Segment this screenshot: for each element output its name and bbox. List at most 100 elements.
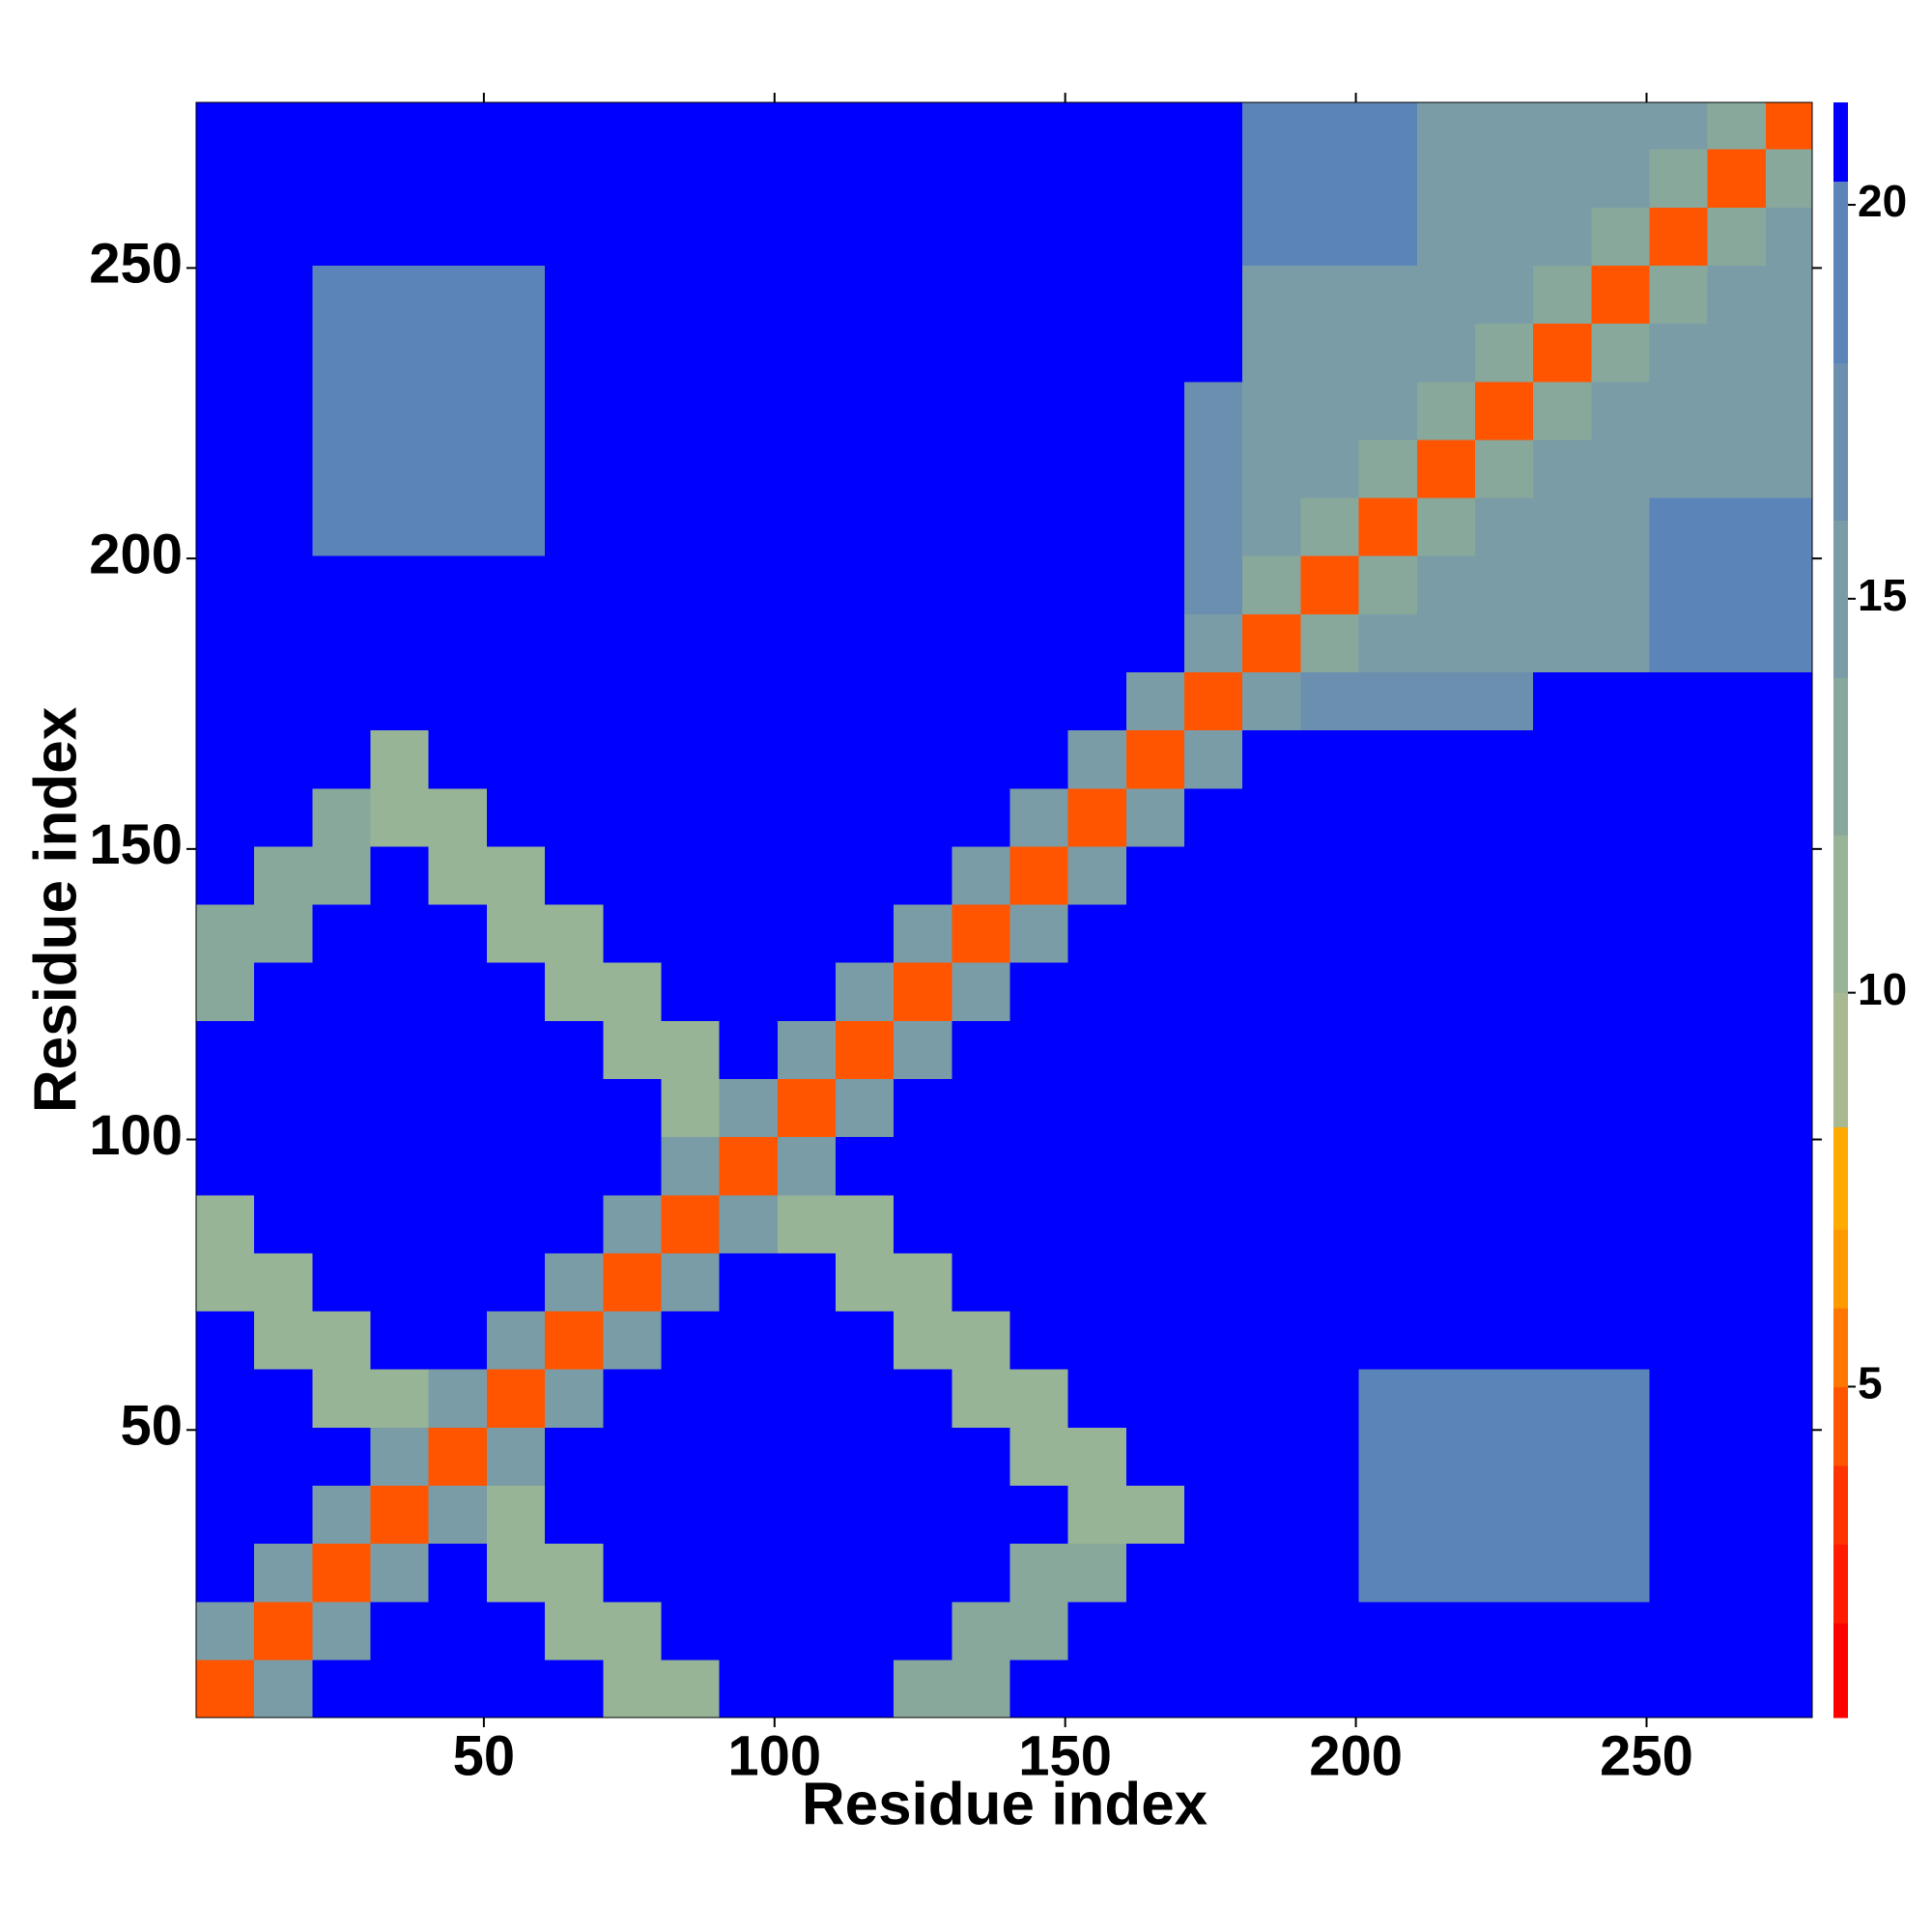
heatmap-cell xyxy=(1765,1310,1813,1370)
heatmap-cell xyxy=(952,207,1011,267)
heatmap-cell xyxy=(603,439,663,498)
heatmap-cell xyxy=(1300,613,1360,673)
heatmap-cell xyxy=(719,613,779,673)
heatmap-cell xyxy=(777,1310,837,1370)
heatmap-cell xyxy=(1649,207,1709,267)
heatmap-cell xyxy=(603,1020,663,1080)
heatmap-cell xyxy=(894,149,952,208)
heatmap-cell xyxy=(1533,1194,1592,1254)
heatmap-cell xyxy=(312,1310,372,1370)
heatmap-cell xyxy=(1125,1485,1185,1545)
heatmap-cell xyxy=(1067,1310,1127,1370)
heatmap-cell xyxy=(1533,1485,1592,1545)
x-tick-label: 50 xyxy=(453,1724,516,1787)
heatmap-cell xyxy=(1707,671,1767,731)
heatmap-cell xyxy=(1067,903,1127,963)
heatmap-cell xyxy=(370,613,430,673)
heatmap-cell xyxy=(254,555,313,614)
heatmap-cell xyxy=(428,265,488,325)
heatmap-cell xyxy=(1533,265,1592,325)
heatmap-cell xyxy=(1591,787,1651,847)
heatmap-cell xyxy=(1591,323,1651,383)
x-tick-label: 250 xyxy=(1600,1724,1693,1787)
heatmap-cell xyxy=(1649,1310,1709,1370)
heatmap-cell xyxy=(603,1369,663,1428)
heatmap-cell xyxy=(661,1369,721,1428)
heatmap-cell xyxy=(777,1252,837,1312)
heatmap-cell xyxy=(196,1601,255,1661)
heatmap-cell xyxy=(1184,1252,1243,1312)
heatmap-cell xyxy=(1067,207,1127,267)
heatmap-cell xyxy=(1765,1543,1813,1603)
heatmap-cell xyxy=(603,555,663,614)
heatmap-cell xyxy=(254,1252,313,1312)
heatmap-cell xyxy=(603,613,663,673)
heatmap-cell xyxy=(1474,1020,1534,1080)
heatmap-cell xyxy=(1125,962,1185,1021)
heatmap-cell xyxy=(952,613,1011,673)
heatmap-cell xyxy=(1125,1427,1185,1487)
heatmap-cell xyxy=(719,149,779,208)
heatmap-cell xyxy=(1300,1310,1360,1370)
heatmap-cell xyxy=(952,671,1011,731)
heatmap-cell xyxy=(1358,729,1418,789)
heatmap-cell xyxy=(428,1659,488,1719)
heatmap-cell xyxy=(196,1427,255,1487)
heatmap-cell xyxy=(1474,207,1534,267)
heatmap-cell xyxy=(486,439,546,498)
heatmap-cell xyxy=(777,1136,837,1196)
heatmap-cell xyxy=(1358,265,1418,325)
heatmap-cell xyxy=(428,1252,488,1312)
heatmap-cell xyxy=(603,1543,663,1603)
heatmap-cell xyxy=(1474,1369,1534,1428)
heatmap-cell xyxy=(835,787,895,847)
heatmap-cell xyxy=(952,1601,1011,1661)
heatmap-cell xyxy=(254,1369,313,1428)
heatmap-cell xyxy=(1474,1659,1534,1719)
heatmap-cell xyxy=(661,207,721,267)
heatmap-cell xyxy=(777,845,837,905)
heatmap-cell xyxy=(1009,845,1069,905)
heatmap-cell xyxy=(1707,1078,1767,1138)
heatmap-cell xyxy=(1242,555,1302,614)
heatmap-cell xyxy=(835,439,895,498)
heatmap-cell xyxy=(370,1485,430,1545)
heatmap-cell xyxy=(1765,1601,1813,1661)
heatmap-cell xyxy=(1591,613,1651,673)
heatmap-cell xyxy=(545,1020,604,1080)
heatmap-cell xyxy=(1125,1136,1185,1196)
heatmap-cell xyxy=(661,1252,721,1312)
heatmap-cell xyxy=(1474,1194,1534,1254)
heatmap-cell xyxy=(719,207,779,267)
heatmap-cell xyxy=(952,1194,1011,1254)
heatmap-cell xyxy=(661,439,721,498)
heatmap-cell xyxy=(835,1252,895,1312)
heatmap-cell xyxy=(719,1601,779,1661)
heatmap-cell xyxy=(1184,1194,1243,1254)
heatmap-cell xyxy=(428,787,488,847)
heatmap-cell xyxy=(952,323,1011,383)
heatmap-cell xyxy=(835,613,895,673)
heatmap-cell xyxy=(486,845,546,905)
heatmap-cell xyxy=(1474,555,1534,614)
heatmap-cell xyxy=(312,729,372,789)
heatmap-cell xyxy=(719,1194,779,1254)
heatmap-cell xyxy=(1533,671,1592,731)
heatmap-cell xyxy=(603,497,663,556)
heatmap-cell xyxy=(661,1020,721,1080)
heatmap-cell xyxy=(1067,1427,1127,1487)
heatmap-cell xyxy=(1591,845,1651,905)
heatmap-cell xyxy=(952,381,1011,440)
heatmap-cell xyxy=(1358,323,1418,383)
colorbar-band xyxy=(1833,1623,1848,1719)
heatmap-cell xyxy=(1184,1543,1243,1603)
heatmap-cell xyxy=(1591,1369,1651,1428)
heatmap-cell xyxy=(486,1427,546,1487)
heatmap-cell xyxy=(661,1485,721,1545)
heatmap-cell xyxy=(545,207,604,267)
y-tick-label: 250 xyxy=(89,233,183,296)
heatmap-cell xyxy=(1009,1543,1069,1603)
heatmap-cell xyxy=(254,1659,313,1719)
heatmap-cell xyxy=(952,845,1011,905)
heatmap-cell xyxy=(486,381,546,440)
